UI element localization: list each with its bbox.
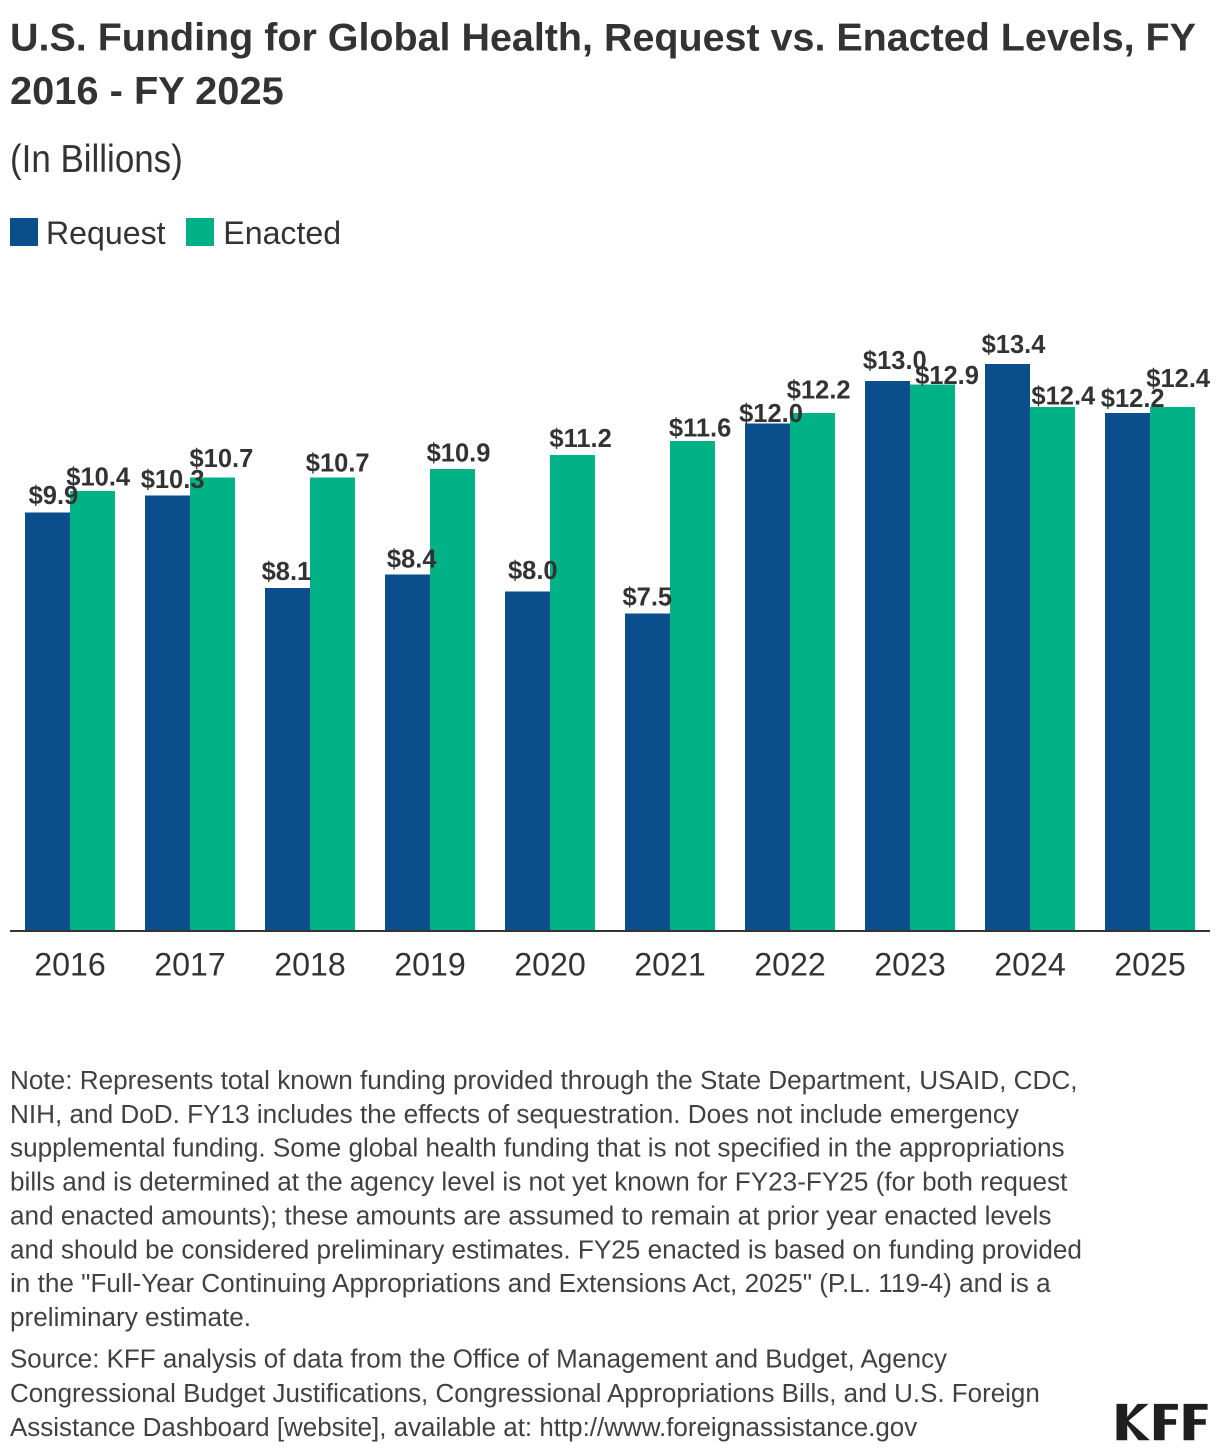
svg-text:$10.7: $10.7: [306, 449, 370, 477]
svg-text:2018: 2018: [274, 946, 346, 982]
svg-text:2024: 2024: [994, 946, 1066, 982]
svg-text:Enacted: Enacted: [223, 215, 341, 251]
svg-text:preliminary estimate.: preliminary estimate.: [10, 1304, 251, 1332]
svg-text:2021: 2021: [634, 946, 706, 982]
svg-text:bills and is determined at the: bills and is determined at the agency le…: [10, 1169, 1067, 1197]
svg-text:$12.4: $12.4: [1146, 365, 1211, 393]
svg-text:2016: 2016: [34, 946, 106, 982]
svg-text:$12.9: $12.9: [915, 362, 979, 390]
svg-text:(In Billions): (In Billions): [10, 136, 183, 180]
svg-text:in the "Full-Year Continuing A: in the "Full-Year Continuing Appropriati…: [10, 1270, 1051, 1298]
svg-text:Assistance Dashboard [website]: Assistance Dashboard [website], availabl…: [10, 1414, 917, 1442]
svg-text:NIH, and DoD. FY13 includes th: NIH, and DoD. FY13 includes the effects …: [10, 1101, 1019, 1129]
svg-text:$11.6: $11.6: [669, 415, 731, 443]
svg-text:$10.3: $10.3: [141, 466, 205, 494]
svg-text:$10.9: $10.9: [427, 440, 491, 468]
svg-text:$13.4: $13.4: [982, 331, 1047, 359]
svg-text:Request: Request: [46, 215, 166, 251]
svg-text:2019: 2019: [394, 946, 466, 982]
svg-text:$8.0: $8.0: [508, 557, 558, 585]
svg-text:2017: 2017: [154, 946, 226, 982]
svg-text:Note: Represents total known f: Note: Represents total known funding pro…: [10, 1067, 1078, 1095]
svg-text:and should be considered preli: and should be considered preliminary est…: [10, 1237, 1082, 1265]
svg-text:$10.4: $10.4: [66, 464, 131, 492]
svg-text:Source: KFF analysis of data f: Source: KFF analysis of data from the Of…: [10, 1346, 947, 1374]
svg-text:supplemental funding. Some glo: supplemental funding. Some global health…: [10, 1135, 1065, 1163]
svg-text:$12.0: $12.0: [739, 400, 803, 428]
svg-text:2016 - FY 2025: 2016 - FY 2025: [10, 69, 284, 113]
svg-text:$9.9: $9.9: [29, 482, 79, 510]
svg-text:$7.5: $7.5: [622, 583, 672, 611]
svg-text:$10.7: $10.7: [189, 445, 253, 473]
svg-text:Congressional Budget Justifica: Congressional Budget Justifications, Con…: [10, 1380, 1040, 1408]
svg-text:$8.1: $8.1: [262, 558, 312, 586]
svg-text:U.S. Funding for Global Health: U.S. Funding for Global Health, Request …: [10, 16, 1196, 60]
svg-text:and enacted amounts); these am: and enacted amounts); these amounts are …: [10, 1203, 1051, 1231]
svg-text:$12.4: $12.4: [1031, 382, 1096, 410]
svg-text:2020: 2020: [514, 946, 586, 982]
svg-text:$13.0: $13.0: [863, 347, 927, 375]
svg-text:$12.2: $12.2: [1101, 385, 1165, 413]
svg-text:2022: 2022: [754, 946, 826, 982]
svg-text:$12.2: $12.2: [787, 377, 851, 405]
svg-text:$11.2: $11.2: [549, 425, 611, 453]
svg-text:$8.4: $8.4: [387, 546, 437, 574]
svg-text:2025: 2025: [1114, 946, 1186, 982]
svg-text:2023: 2023: [874, 946, 946, 982]
